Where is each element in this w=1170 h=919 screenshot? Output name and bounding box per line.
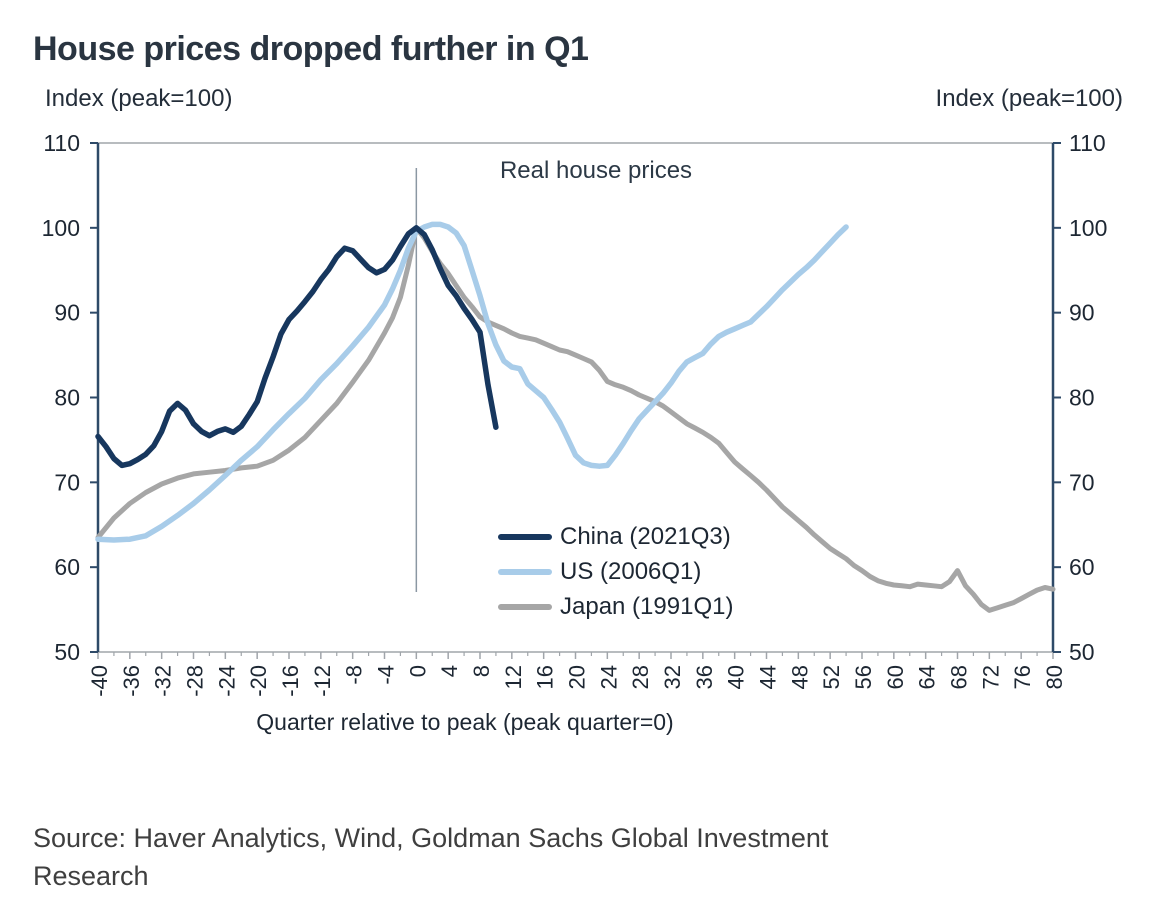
svg-text:-28: -28 — [183, 665, 208, 697]
legend: China (2021Q3) US (2006Q1) Japan (1991Q1… — [498, 519, 733, 624]
svg-text:4: 4 — [437, 665, 462, 677]
svg-text:0: 0 — [405, 665, 430, 677]
legend-label-china: China (2021Q3) — [560, 522, 731, 550]
svg-text:-12: -12 — [310, 665, 335, 697]
svg-text:48: 48 — [787, 665, 812, 689]
svg-text:90: 90 — [54, 300, 80, 326]
svg-text:-40: -40 — [87, 665, 112, 697]
svg-text:-8: -8 — [342, 665, 367, 685]
y-axis-left — [90, 142, 100, 653]
svg-text:110: 110 — [1069, 130, 1106, 156]
source-line-2: Research — [33, 861, 149, 891]
x-tick-labels: -40 -36 -32 -28 -24 -20 -16 -12 -8 -4 0 4 8 12 16 20 24 2… — [87, 665, 1067, 697]
left-axis-unit-label: Index (peak=100) — [45, 85, 233, 112]
svg-text:36: 36 — [692, 665, 717, 689]
svg-text:72: 72 — [978, 665, 1003, 689]
legend-label-us: US (2006Q1) — [560, 557, 702, 585]
y-tick-labels-left: 50 60 70 80 90 100 110 — [42, 130, 80, 665]
svg-text:80: 80 — [1042, 665, 1067, 689]
svg-text:12: 12 — [501, 665, 526, 689]
right-axis-unit-label: Index (peak=100) — [935, 85, 1123, 112]
series-line-japan-1991q1 — [95, 225, 1056, 613]
svg-text:80: 80 — [1069, 385, 1095, 411]
svg-text:52: 52 — [819, 665, 844, 689]
chart-title: House prices dropped further in Q1 — [33, 30, 589, 68]
svg-text:28: 28 — [628, 665, 653, 689]
svg-text:90: 90 — [1069, 300, 1095, 326]
svg-text:-36: -36 — [119, 665, 144, 697]
svg-text:100: 100 — [42, 215, 80, 241]
svg-text:44: 44 — [756, 665, 781, 689]
y-tick-labels-right: 50 60 70 80 90 100 110 — [1069, 130, 1107, 665]
svg-text:110: 110 — [43, 130, 80, 156]
svg-text:70: 70 — [54, 469, 80, 495]
legend-item-japan: Japan (1991Q1) — [498, 589, 733, 624]
source-text: Source: Haver Analytics, Wind, Goldman S… — [33, 819, 828, 895]
series-line-china-2021q3 — [95, 225, 499, 469]
series-line-us-2006q1 — [95, 221, 849, 543]
legend-swatch-china — [498, 533, 552, 540]
legend-swatch-us — [498, 568, 552, 575]
chart-annotation: Real house prices — [499, 157, 693, 184]
svg-text:-24: -24 — [214, 665, 239, 697]
svg-text:70: 70 — [1069, 469, 1095, 495]
svg-text:16: 16 — [533, 665, 558, 689]
svg-text:56: 56 — [851, 665, 876, 689]
legend-item-us: US (2006Q1) — [498, 554, 733, 589]
svg-text:-32: -32 — [151, 665, 176, 697]
y-axis-right — [1051, 142, 1061, 653]
legend-label-japan: Japan (1991Q1) — [560, 592, 734, 620]
svg-text:50: 50 — [1069, 639, 1095, 665]
svg-text:60: 60 — [1069, 554, 1095, 580]
x-axis-ticks — [97, 652, 1054, 659]
svg-text:68: 68 — [947, 665, 972, 689]
svg-text:32: 32 — [660, 665, 685, 689]
svg-text:-4: -4 — [374, 665, 399, 685]
svg-text:100: 100 — [1069, 215, 1107, 241]
svg-text:76: 76 — [1010, 665, 1035, 689]
legend-swatch-japan — [498, 603, 552, 610]
svg-text:-16: -16 — [278, 665, 303, 697]
svg-text:24: 24 — [596, 665, 621, 689]
x-axis-title: Quarter relative to peak (peak quarter=0… — [256, 709, 674, 735]
legend-item-china: China (2021Q3) — [498, 519, 733, 554]
svg-text:60: 60 — [883, 665, 908, 689]
svg-text:-20: -20 — [246, 665, 271, 697]
source-line-1: Source: Haver Analytics, Wind, Goldman S… — [33, 823, 829, 853]
svg-text:20: 20 — [565, 665, 590, 689]
svg-text:8: 8 — [469, 665, 494, 677]
svg-text:60: 60 — [54, 554, 80, 580]
svg-text:40: 40 — [724, 665, 749, 689]
svg-text:50: 50 — [54, 639, 80, 665]
svg-text:64: 64 — [915, 665, 940, 689]
svg-text:80: 80 — [54, 385, 80, 411]
